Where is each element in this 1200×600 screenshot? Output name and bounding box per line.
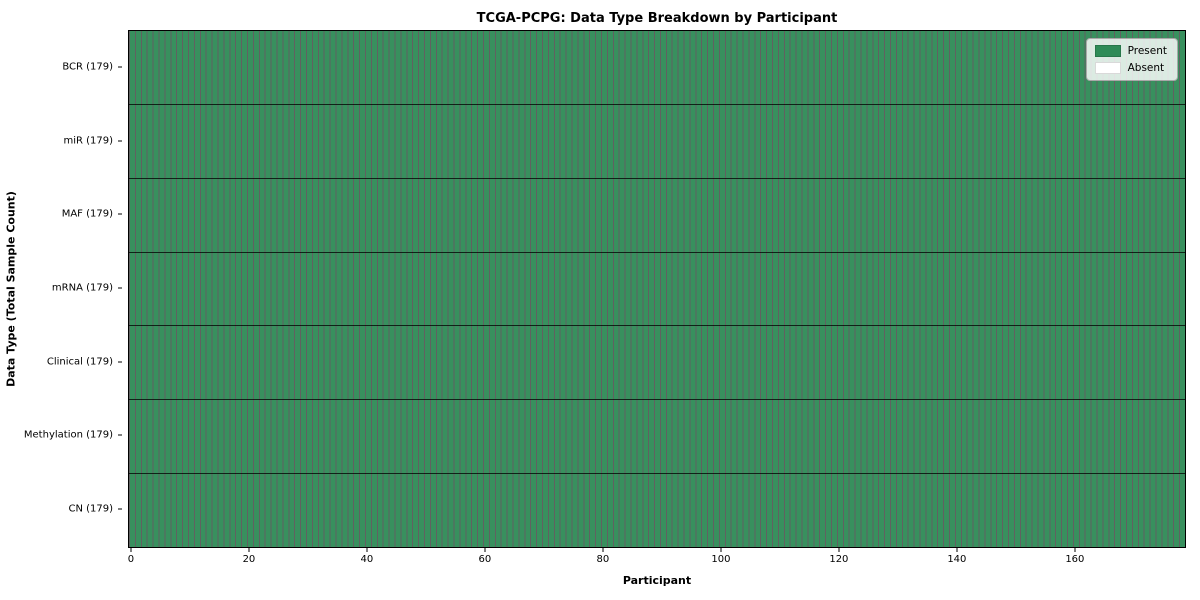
- heatmap-row-cn: [129, 474, 1185, 548]
- ytick-label-cn: CN (179): [68, 503, 113, 515]
- xtick-mark: [484, 548, 486, 552]
- xtick-mark: [602, 548, 604, 552]
- xtick-label-120: 120: [829, 554, 849, 565]
- y-axis: BCR (179) miR (179) MAF (179) mRNA (179) Cli…: [0, 30, 122, 548]
- xtick-mark: [1074, 548, 1076, 552]
- heatmap-row-methylation: [129, 400, 1185, 475]
- xtick-label-40: 40: [360, 554, 374, 565]
- ytick-label-methylation: Methylation (179): [23, 429, 113, 441]
- xtick-label-60: 60: [478, 554, 492, 565]
- legend-label-absent: Absent: [1127, 62, 1165, 74]
- legend-item-present: Present: [1094, 45, 1167, 57]
- xtick-label-80: 80: [596, 554, 610, 565]
- ytick-mark: [118, 287, 122, 289]
- legend: Present Absent: [1085, 38, 1178, 81]
- chart-title: TCGA-PCPG: Data Type Breakdown by Partic…: [476, 11, 838, 26]
- xtick-mark: [248, 548, 250, 552]
- ytick-mark: [118, 140, 122, 142]
- xtick-mark: [838, 548, 840, 552]
- xtick-mark: [720, 548, 722, 552]
- ytick-mark: [118, 66, 122, 68]
- ytick-label-mrna: mRNA (179): [51, 282, 113, 294]
- ytick-label-clinical: Clinical (179): [46, 356, 113, 368]
- x-axis-label: Participant: [622, 574, 692, 587]
- xtick-label-100: 100: [711, 554, 731, 565]
- heatmap-row-maf: [129, 178, 1185, 253]
- legend-label-present: Present: [1127, 45, 1167, 57]
- ytick-mark: [118, 213, 122, 215]
- xtick-label-0: 0: [127, 554, 135, 565]
- x-axis: 0 20 40 60 80 100 120 140 160: [128, 548, 1186, 570]
- ytick-label-mir: miR (179): [63, 135, 113, 147]
- xtick-label-160: 160: [1065, 554, 1085, 565]
- ytick-mark: [118, 508, 122, 510]
- heatmap-row-mrna: [129, 252, 1185, 327]
- legend-item-absent: Absent: [1094, 62, 1167, 74]
- plot-area: Present Absent: [128, 30, 1186, 548]
- heatmap-row-bcr: [129, 31, 1185, 105]
- heatmap-row-clinical: [129, 326, 1185, 401]
- xtick-label-140: 140: [947, 554, 967, 565]
- legend-swatch-present-icon: [1094, 45, 1121, 57]
- xtick-mark: [130, 548, 132, 552]
- xtick-mark: [956, 548, 958, 552]
- heatmap-row-mir: [129, 104, 1185, 179]
- ytick-label-maf: MAF (179): [61, 208, 113, 220]
- xtick-mark: [366, 548, 368, 552]
- ytick-mark: [118, 434, 122, 436]
- xtick-label-20: 20: [242, 554, 256, 565]
- legend-swatch-absent-icon: [1094, 62, 1121, 74]
- ytick-label-bcr: BCR (179): [62, 61, 113, 73]
- heatmap-rows: [129, 31, 1185, 548]
- ytick-mark: [118, 361, 122, 363]
